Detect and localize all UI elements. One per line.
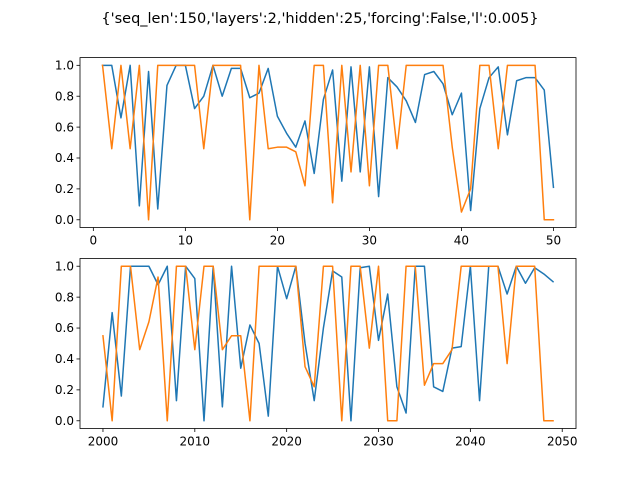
y-tick-label: 1.0 [55,59,74,73]
x-tick-label: 10 [178,234,193,248]
y-tick-label: 0.0 [55,414,74,428]
y-tick-label: 0.6 [55,120,74,134]
x-tick-label: 2000 [88,435,119,449]
y-tick-label: 0.0 [55,213,74,227]
x-tick-label: 2050 [547,435,578,449]
top-subplot: 0 10 20 30 40 50 0.0 0.2 0.4 0.6 0.8 1.0 [55,57,577,248]
x-tick-label: 50 [546,234,561,248]
x-tick-label: 2010 [180,435,211,449]
axes-frame [79,57,577,228]
x-tick-label: 2020 [271,435,302,449]
x-tick-label: 30 [362,234,377,248]
y-tick-label: 1.0 [55,259,74,273]
series-line-2 [101,64,555,221]
x-tick-label: 2040 [455,435,486,449]
y-tick-label: 0.2 [55,383,74,397]
axes-frame [79,258,577,429]
bottom-subplot: 2000 2010 2020 2030 2040 2050 0.0 0.2 0.4 0.6 0.8 1… [55,258,578,449]
y-tick-label: 0.8 [55,290,74,304]
x-tick-label: 2030 [363,435,394,449]
x-tick-label: 20 [270,234,285,248]
figure-suptitle: {'seq_len':150,'layers':2,'hidden':25,'f… [101,11,538,27]
y-tick-label: 0.8 [55,89,74,103]
y-tick-label: 0.4 [55,352,74,366]
y-tick-label: 0.6 [55,321,74,335]
x-tick-label: 0 [90,234,98,248]
y-tick-label: 0.4 [55,151,74,165]
series-line-1 [102,265,555,422]
series-line-2 [102,265,554,422]
y-tick-label: 0.2 [55,182,74,196]
x-tick-label: 40 [454,234,469,248]
